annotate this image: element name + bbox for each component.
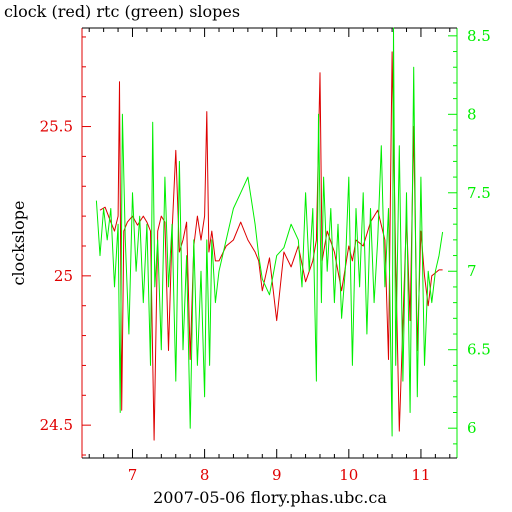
- tick-marks: 7 8 9 10 11 24.5 25 25.5 6 6.5 7 7.5 8 8.5: [40, 27, 491, 484]
- y-left-tick-label: 25: [54, 267, 73, 285]
- y-right-tick-label: 6.5: [467, 341, 491, 359]
- x-tick-label: 8: [200, 466, 210, 484]
- plot-frame: [81, 27, 458, 459]
- x-tick-label: 9: [272, 466, 282, 484]
- y-axis-label: clockslope: [9, 200, 28, 285]
- y-right-tick-label: 6: [467, 419, 477, 437]
- rtc-series-line: [95, 27, 444, 437]
- y-right-tick-label: 7: [467, 262, 477, 280]
- y-left-tick-label: 24.5: [40, 416, 73, 434]
- x-tick-label: 11: [411, 466, 430, 484]
- chart-title: clock (red) rtc (green) slopes: [4, 2, 240, 21]
- y-right-tick-label: 8: [467, 105, 477, 123]
- y-left-tick-label: 25.5: [40, 118, 73, 136]
- y-right-tick-label: 8.5: [467, 27, 491, 45]
- x-tick-label: 7: [128, 466, 138, 484]
- series-layer: [95, 27, 444, 441]
- x-tick-label: 10: [339, 466, 358, 484]
- x-axis-label: 2007-05-06 flory.phas.ubc.ca: [153, 488, 387, 507]
- y-right-tick-label: 7.5: [467, 184, 491, 202]
